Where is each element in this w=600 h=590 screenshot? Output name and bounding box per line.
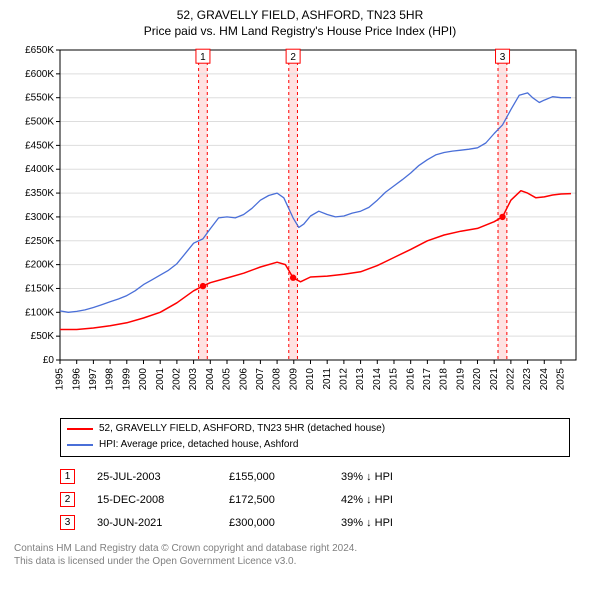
footer-line: This data is licensed under the Open Gov… bbox=[14, 555, 590, 568]
svg-text:1997: 1997 bbox=[88, 368, 99, 391]
price-chart: £0 £50K £100K £150K £200K £250K £300K £350K £400… bbox=[10, 44, 590, 414]
svg-text:£250K: £250K bbox=[25, 236, 54, 247]
svg-text:2000: 2000 bbox=[138, 368, 149, 391]
svg-text:1995: 1995 bbox=[55, 368, 66, 391]
svg-text:£400K: £400K bbox=[25, 164, 54, 175]
event-number-box: 1 bbox=[60, 469, 75, 484]
svg-text:£650K: £650K bbox=[25, 45, 54, 56]
svg-text:£200K: £200K bbox=[25, 260, 54, 271]
svg-text:1: 1 bbox=[200, 52, 206, 63]
event-delta: 39% ↓ HPI bbox=[341, 471, 451, 483]
svg-text:2016: 2016 bbox=[405, 368, 416, 391]
svg-text:2018: 2018 bbox=[439, 368, 450, 391]
legend: 52, GRAVELLY FIELD, ASHFORD, TN23 5HR (d… bbox=[60, 418, 570, 457]
svg-text:£350K: £350K bbox=[25, 188, 54, 199]
event-number-box: 2 bbox=[60, 492, 75, 507]
event-price: £155,000 bbox=[229, 471, 319, 483]
event-delta: 42% ↓ HPI bbox=[341, 494, 451, 506]
legend-swatch bbox=[67, 444, 93, 446]
svg-text:£0: £0 bbox=[43, 355, 55, 366]
title-subtitle: Price paid vs. HM Land Registry's House … bbox=[10, 24, 590, 38]
svg-text:£500K: £500K bbox=[25, 117, 54, 128]
svg-text:1996: 1996 bbox=[71, 368, 82, 391]
legend-row: 52, GRAVELLY FIELD, ASHFORD, TN23 5HR (d… bbox=[67, 421, 563, 437]
event-date: 25-JUL-2003 bbox=[97, 471, 207, 483]
svg-text:2011: 2011 bbox=[322, 368, 333, 390]
event-price: £300,000 bbox=[229, 517, 319, 529]
svg-text:2019: 2019 bbox=[455, 368, 466, 391]
svg-text:2010: 2010 bbox=[305, 368, 316, 391]
legend-label: 52, GRAVELLY FIELD, ASHFORD, TN23 5HR (d… bbox=[99, 422, 385, 436]
legend-row: HPI: Average price, detached house, Ashf… bbox=[67, 437, 563, 453]
svg-text:3: 3 bbox=[500, 52, 506, 63]
footer-line: Contains HM Land Registry data © Crown c… bbox=[14, 542, 590, 555]
svg-text:£600K: £600K bbox=[25, 69, 54, 80]
svg-text:£550K: £550K bbox=[25, 93, 54, 104]
title-address: 52, GRAVELLY FIELD, ASHFORD, TN23 5HR bbox=[10, 8, 590, 22]
svg-text:2015: 2015 bbox=[389, 368, 400, 391]
svg-text:2006: 2006 bbox=[238, 368, 249, 391]
event-row: 3 30-JUN-2021 £300,000 39% ↓ HPI bbox=[60, 511, 570, 534]
event-delta: 39% ↓ HPI bbox=[341, 517, 451, 529]
events-table: 1 25-JUL-2003 £155,000 39% ↓ HPI 2 15-DEC-200… bbox=[60, 465, 570, 534]
event-number-box: 3 bbox=[60, 515, 75, 530]
svg-text:2001: 2001 bbox=[155, 368, 166, 391]
svg-text:2008: 2008 bbox=[272, 368, 283, 391]
svg-text:£150K: £150K bbox=[25, 283, 54, 294]
svg-text:2009: 2009 bbox=[288, 368, 299, 391]
svg-text:2007: 2007 bbox=[255, 368, 266, 391]
event-date: 30-JUN-2021 bbox=[97, 517, 207, 529]
svg-text:2024: 2024 bbox=[539, 368, 550, 391]
svg-text:2013: 2013 bbox=[355, 368, 366, 391]
svg-text:2005: 2005 bbox=[222, 368, 233, 391]
svg-text:£450K: £450K bbox=[25, 140, 54, 151]
svg-text:£50K: £50K bbox=[31, 331, 55, 342]
svg-text:£100K: £100K bbox=[25, 307, 54, 318]
svg-text:£300K: £300K bbox=[25, 212, 54, 223]
svg-text:2021: 2021 bbox=[489, 368, 500, 391]
event-row: 1 25-JUL-2003 £155,000 39% ↓ HPI bbox=[60, 465, 570, 488]
chart-svg: £0 £50K £100K £150K £200K £250K £300K £350K £400… bbox=[10, 44, 586, 414]
svg-text:1999: 1999 bbox=[121, 368, 132, 391]
svg-text:2017: 2017 bbox=[422, 368, 433, 391]
legend-swatch bbox=[67, 428, 93, 430]
event-row: 2 15-DEC-2008 £172,500 42% ↓ HPI bbox=[60, 488, 570, 511]
svg-text:2020: 2020 bbox=[472, 368, 483, 391]
svg-text:2023: 2023 bbox=[522, 368, 533, 391]
event-price: £172,500 bbox=[229, 494, 319, 506]
svg-text:2003: 2003 bbox=[188, 368, 199, 391]
svg-text:2004: 2004 bbox=[205, 368, 216, 391]
legend-label: HPI: Average price, detached house, Ashf… bbox=[99, 438, 298, 452]
event-date: 15-DEC-2008 bbox=[97, 494, 207, 506]
svg-text:2012: 2012 bbox=[339, 368, 350, 391]
svg-text:2: 2 bbox=[290, 52, 296, 63]
svg-text:2022: 2022 bbox=[506, 368, 517, 391]
svg-text:2002: 2002 bbox=[172, 368, 183, 391]
footer: Contains HM Land Registry data © Crown c… bbox=[14, 542, 590, 568]
svg-text:2014: 2014 bbox=[372, 368, 383, 391]
svg-text:1998: 1998 bbox=[105, 368, 116, 391]
svg-text:2025: 2025 bbox=[556, 368, 567, 391]
